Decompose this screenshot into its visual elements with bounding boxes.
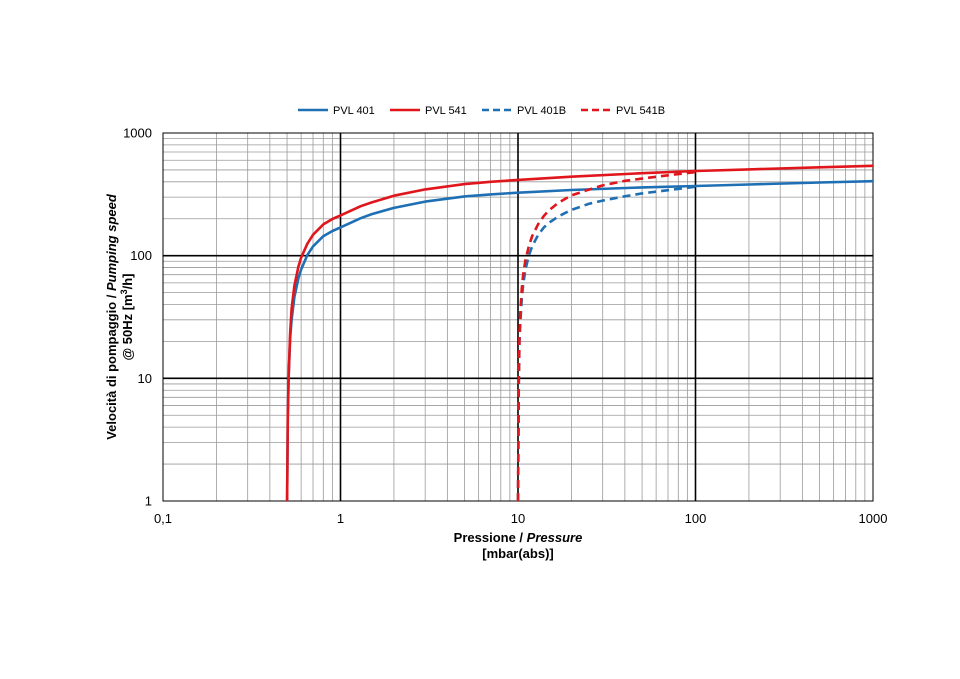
x-axis-title-italic: Pressure	[527, 530, 583, 545]
y-tick-label: 10	[138, 371, 152, 386]
x-axis-title: Pressione / Pressure	[454, 530, 583, 545]
y-tick-labels: 1 10 100 1000	[123, 126, 152, 509]
y-axis-title: Velocità di pompaggio / Pumping speed	[104, 193, 119, 440]
legend: PVL 401 PVL 541 PVL 401B PVL 541B	[298, 105, 665, 117]
y-axis-unit-superscript: 3	[119, 289, 129, 294]
legend-label: PVL 401	[333, 105, 375, 117]
x-tick-label: 1	[337, 511, 344, 526]
x-axis-title-plain: Pressione /	[454, 530, 527, 545]
x-axis-unit: [mbar(abs)]	[482, 546, 554, 561]
y-tick-label: 100	[130, 248, 152, 263]
x-tick-label: 0,1	[154, 511, 172, 526]
x-tick-label: 1000	[859, 511, 888, 526]
y-axis-title-plain: Velocità di pompaggio /	[104, 291, 119, 440]
legend-label: PVL 541	[425, 105, 467, 117]
x-tick-labels: 0,1 1 10 100 1000	[154, 511, 888, 526]
x-tick-label: 100	[685, 511, 707, 526]
legend-label: PVL 401B	[517, 105, 566, 117]
y-axis-unit: @ 50Hz [m3/h]	[119, 273, 135, 360]
series-lines	[285, 164, 874, 502]
y-axis-title-group: Velocità di pompaggio / Pumping speed @ …	[104, 193, 135, 440]
series-line-pvl-541	[285, 164, 874, 502]
y-axis-title-italic: Pumping speed	[104, 193, 119, 291]
y-tick-label: 1000	[123, 126, 152, 141]
x-tick-label: 10	[511, 511, 525, 526]
y-axis-unit-suffix: /h]	[120, 273, 135, 289]
legend-label: PVL 541B	[616, 105, 665, 117]
y-tick-label: 1	[145, 494, 152, 509]
series-line-pvl-401b	[516, 185, 696, 502]
y-axis-unit-prefix: @ 50Hz [m	[120, 294, 135, 360]
